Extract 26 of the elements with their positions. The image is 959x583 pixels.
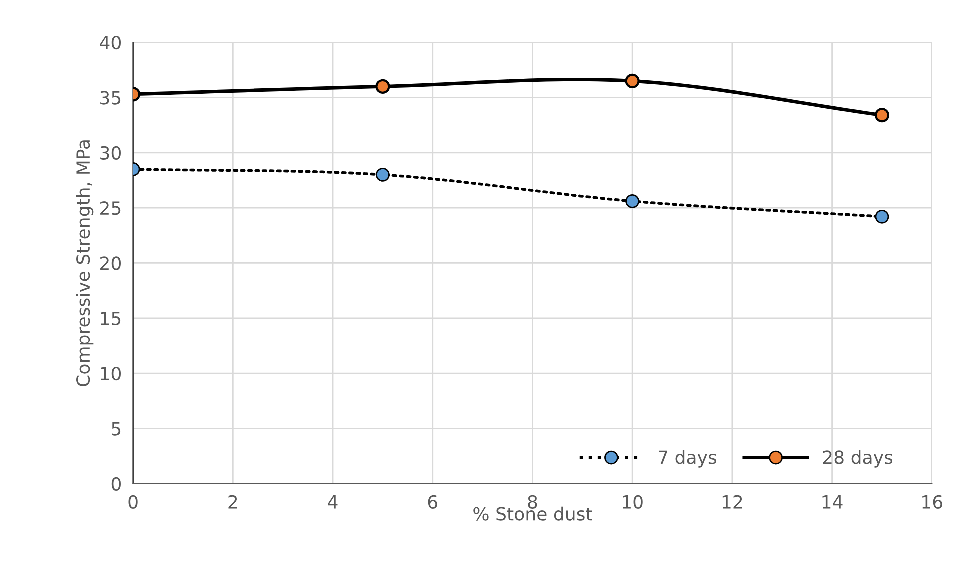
- y-tick-label: 10: [101, 367, 121, 381]
- point: [626, 194, 640, 208]
- x-axis-title: % Stone dust: [474, 506, 592, 521]
- x-tick-label: 8: [528, 495, 538, 509]
- x-tick-label: 12: [722, 495, 742, 509]
- x-tick-label: 16: [922, 495, 942, 509]
- y-tick-label: 20: [100, 256, 121, 270]
- legend-label: 28 days: [823, 450, 893, 468]
- x-tick-label: 2: [228, 495, 238, 509]
- x-tick-label: 0: [128, 495, 138, 509]
- x-tick-label: 14: [822, 496, 843, 509]
- y-axis-title: Compressive Strength, MPa: [76, 140, 94, 386]
- y-tick-label: 15: [101, 312, 121, 326]
- y-tick-label: 30: [100, 146, 121, 160]
- y-tick-label: 35: [100, 91, 121, 105]
- point: [625, 74, 640, 88]
- y-tick-label: 25: [100, 202, 121, 216]
- x-tick-label: 4: [328, 496, 338, 509]
- x-tick-label: 10: [623, 495, 643, 509]
- x-tick-label: 6: [428, 495, 438, 509]
- y-tick-label: 40: [100, 36, 121, 50]
- legend-label: 7 days: [659, 450, 716, 468]
- y-tick-label: 0: [112, 477, 121, 492]
- point: [874, 108, 890, 123]
- y-tick-label: 5: [112, 422, 121, 436]
- point: [875, 210, 890, 224]
